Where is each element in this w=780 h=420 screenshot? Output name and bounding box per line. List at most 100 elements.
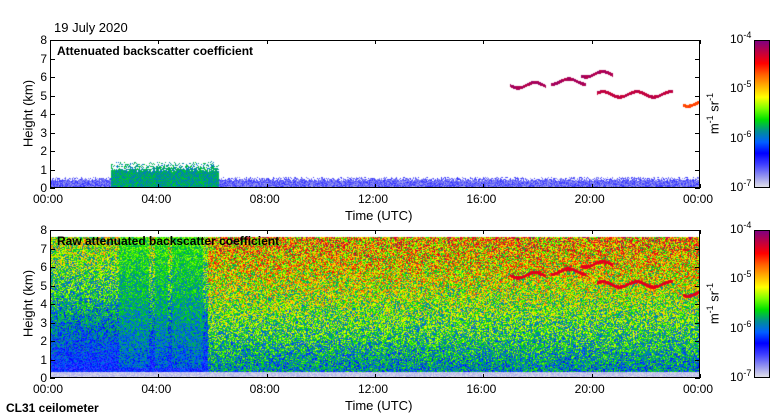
y-tick-mark-right <box>695 114 700 115</box>
y-tick-mark-right <box>695 132 700 134</box>
colorbar-unit-part: -1 <box>705 92 716 101</box>
colorbar-tick-label: 10-4 <box>730 31 751 47</box>
colorbar-tick-label: 10-7 <box>730 178 752 195</box>
x-tick-mark <box>375 230 376 234</box>
colorbar-unit-part: sr <box>706 100 722 116</box>
y-tick-label: 2 <box>40 144 47 158</box>
x-tick-mark <box>591 184 593 188</box>
heatmap-panel-1: Attenuated backscatter coefficient <box>50 40 700 188</box>
colorbar-tick-label: 10-4 <box>730 220 752 237</box>
colorbar-tick-exponent: -4 <box>743 220 752 230</box>
colorbar-tick-base: 10 <box>730 130 744 145</box>
y-tick-mark <box>50 132 55 134</box>
panel-title: Attenuated backscatter coefficient <box>57 44 254 58</box>
x-tick-mark <box>375 40 376 44</box>
y-tick-label: 5 <box>40 88 47 103</box>
colorbar <box>754 40 770 188</box>
x-tick-mark <box>700 184 701 188</box>
x-tick-mark <box>483 40 485 44</box>
y-tick-label: 7 <box>40 51 47 66</box>
colorbar-unit-part: -1 <box>705 282 716 291</box>
colorbar <box>754 230 770 378</box>
y-tick-mark <box>50 267 55 268</box>
x-tick-label: 20:00 <box>574 382 605 396</box>
colorbar-tick-base: 10 <box>730 370 744 384</box>
y-tick-mark <box>50 248 55 250</box>
y-tick-mark-right <box>695 267 700 268</box>
y-tick-label: 4 <box>40 297 47 311</box>
y-tick-label: 4 <box>40 107 47 121</box>
x-tick-label: 12:00 <box>358 192 389 206</box>
y-tick-label: 1 <box>40 162 47 177</box>
colorbar-tick-base: 10 <box>730 271 744 286</box>
y-tick-label: 6 <box>40 70 47 84</box>
colorbar-tick-label: 10-5 <box>730 79 752 96</box>
x-tick-label: 16:00 <box>466 192 497 206</box>
x-tick-mark <box>50 184 51 188</box>
colorbar-tick-base: 10 <box>730 222 744 236</box>
heatmap-panel-2: Raw attenuated backscatter coefficient <box>50 230 700 378</box>
colorbar-tick-base: 10 <box>730 180 744 194</box>
y-axis-label: Height (km) <box>20 79 36 148</box>
colorbar-unit-label: m-1 sr-1 <box>705 264 721 344</box>
y-tick-mark <box>50 359 55 361</box>
x-tick-mark <box>700 40 701 44</box>
colorbar-tick-exponent: -7 <box>743 368 752 378</box>
y-tick-mark-right <box>695 40 700 41</box>
y-tick-label: 0 <box>40 371 47 385</box>
y-tick-mark-right <box>695 188 700 189</box>
colorbar-tick-base: 10 <box>730 320 744 335</box>
y-tick-mark <box>50 151 55 152</box>
x-tick-label: 16:00 <box>466 382 497 396</box>
y-tick-mark <box>50 40 55 41</box>
colorbar-tick-label: 10-6 <box>730 318 752 335</box>
y-tick-mark <box>50 188 55 189</box>
y-tick-label: 2 <box>40 334 47 348</box>
x-tick-mark <box>700 230 701 234</box>
colorbar-tick-exponent: -7 <box>743 178 752 188</box>
y-tick-label: 8 <box>40 223 47 237</box>
x-tick-mark <box>375 374 376 378</box>
colorbar-tick-base: 10 <box>730 32 744 46</box>
date-label: 19 July 2020 <box>54 20 128 35</box>
y-tick-mark <box>50 322 55 324</box>
y-tick-mark <box>50 378 55 379</box>
x-tick-mark <box>266 184 268 188</box>
y-tick-mark-right <box>695 248 700 250</box>
y-tick-mark-right <box>695 230 700 231</box>
y-tick-mark <box>50 169 55 171</box>
x-axis-label: Time (UTC) <box>345 208 413 223</box>
y-tick-mark-right <box>695 359 700 361</box>
x-tick-mark <box>158 374 160 378</box>
x-tick-mark <box>158 184 160 188</box>
x-tick-mark <box>50 374 51 378</box>
colorbar-tick-exponent: -5 <box>743 269 752 280</box>
colorbar-tick-label: 10-6 <box>730 128 752 145</box>
y-tick-mark <box>50 304 55 305</box>
y-tick-mark-right <box>695 304 700 305</box>
x-tick-mark <box>483 230 485 234</box>
y-tick-label: 3 <box>40 315 47 330</box>
x-tick-mark <box>375 184 376 188</box>
y-tick-mark-right <box>695 95 700 97</box>
colorbar-tick-exponent: -6 <box>743 318 752 329</box>
x-tick-mark <box>483 374 485 378</box>
x-tick-label: 00:00 <box>33 192 64 206</box>
y-tick-label: 3 <box>40 125 47 140</box>
x-tick-mark <box>700 374 701 378</box>
x-tick-label: 08:00 <box>249 382 280 396</box>
x-tick-mark <box>158 40 160 44</box>
x-axis-label: Time (UTC) <box>345 398 413 413</box>
x-tick-label: 20:00 <box>574 192 605 206</box>
y-tick-mark <box>50 341 55 342</box>
y-axis-label: Height (km) <box>20 269 36 338</box>
x-tick-label: 04:00 <box>141 192 172 206</box>
x-tick-label: 00:00 <box>683 382 714 396</box>
y-tick-mark-right <box>695 169 700 171</box>
colorbar-tick-exponent: -5 <box>743 79 752 90</box>
colorbar-tick-exponent: -6 <box>743 128 752 139</box>
y-tick-mark-right <box>695 77 700 78</box>
y-tick-mark-right <box>695 285 700 287</box>
heatmap-canvas <box>51 231 699 377</box>
